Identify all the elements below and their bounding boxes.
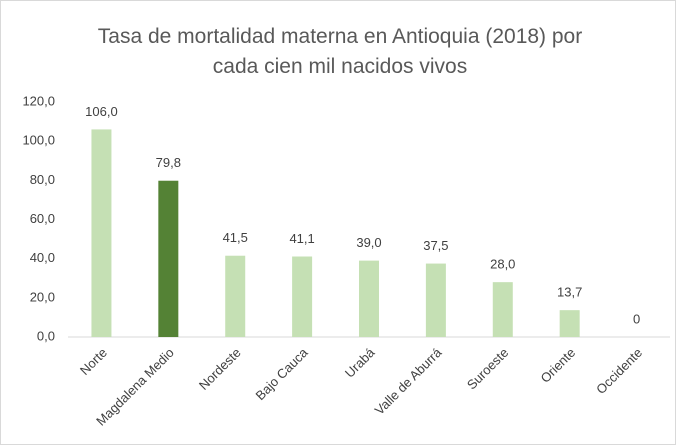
bar — [158, 180, 179, 337]
data-label: 13,7 — [557, 285, 582, 300]
data-label: 0 — [633, 311, 640, 326]
bar — [425, 263, 446, 337]
bar — [359, 260, 379, 337]
bar — [559, 310, 580, 337]
data-label: 41,5 — [223, 230, 248, 245]
y-tick-label: 120,0 — [22, 93, 55, 108]
data-label: 41,1 — [289, 231, 314, 246]
y-tick-label: 0,0 — [37, 328, 55, 343]
data-label: 39,0 — [356, 235, 381, 250]
bar — [91, 129, 112, 337]
bar — [225, 255, 246, 337]
data-label: 37,5 — [423, 238, 448, 253]
y-tick-label: 80,0 — [30, 172, 55, 187]
y-tick-label: 100,0 — [22, 133, 55, 148]
y-tick-label: 20,0 — [30, 289, 55, 304]
bar — [492, 282, 513, 337]
bar — [292, 256, 313, 337]
chart-title: Tasa de mortalidad materna en Antioquia … — [97, 25, 583, 78]
data-label: 106,0 — [85, 104, 118, 119]
y-tick-label: 40,0 — [30, 250, 55, 265]
data-label: 79,8 — [156, 155, 181, 170]
data-label: 28,0 — [490, 257, 515, 272]
y-tick-label: 60,0 — [30, 211, 55, 226]
